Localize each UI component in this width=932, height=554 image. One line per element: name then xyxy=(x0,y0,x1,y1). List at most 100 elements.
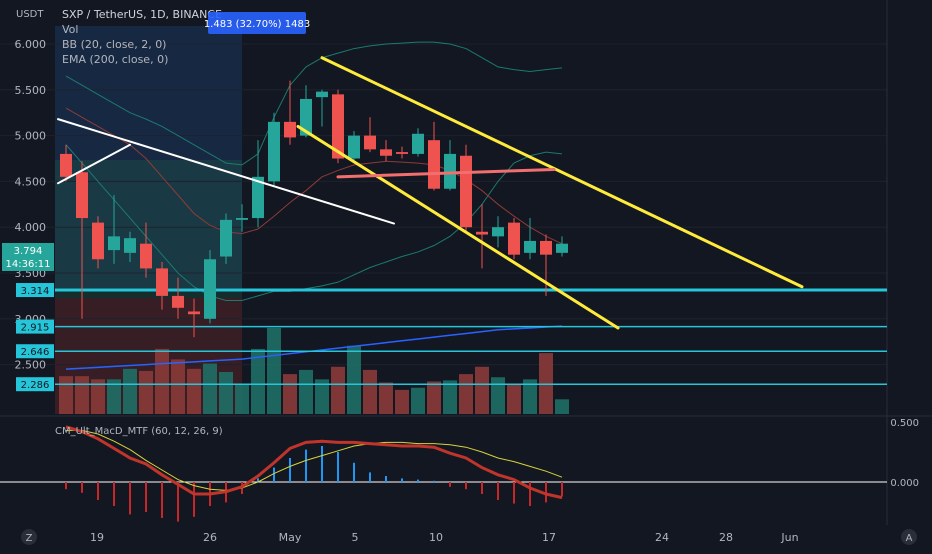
volume-bar xyxy=(203,363,217,414)
time-tick-label: 17 xyxy=(542,531,556,544)
volume-bar xyxy=(91,379,105,414)
volume-bars xyxy=(59,327,569,414)
level-badge-label: 3.314 xyxy=(21,286,50,297)
level-badge-box xyxy=(16,344,54,359)
time-tick-label: May xyxy=(279,531,302,544)
white-trendline xyxy=(57,118,395,225)
price-tick-label: 4.000 xyxy=(15,221,47,234)
candle-body xyxy=(428,140,440,189)
candle-body xyxy=(220,219,232,257)
indicator-bb: BB (20, close, 2, 0) xyxy=(62,38,166,51)
measure-tooltip-box xyxy=(208,12,306,34)
candle-body xyxy=(108,236,120,251)
time-tick-label: 5 xyxy=(352,531,359,544)
measure-tooltip: 1.483 (32.70%) 1483 xyxy=(204,19,310,30)
volume-bar xyxy=(459,374,473,414)
time-tick-label: 28 xyxy=(719,531,733,544)
volume-bar xyxy=(283,374,297,414)
bollinger-bands xyxy=(65,41,563,301)
volume-bar xyxy=(315,379,329,414)
axes: 2.5003.0003.5004.0004.5005.0005.5006.000… xyxy=(15,38,920,544)
candle-body xyxy=(204,259,216,319)
candle-body xyxy=(316,91,328,98)
candle-body xyxy=(396,152,408,154)
volume-bar xyxy=(491,377,505,414)
volume-bar xyxy=(251,348,265,414)
candle-body xyxy=(476,231,488,235)
candle-body xyxy=(60,153,72,177)
volume-bar xyxy=(363,369,377,414)
level-badge-label: 2.286 xyxy=(21,380,50,391)
time-tick-label: 19 xyxy=(90,531,104,544)
candle-body xyxy=(348,135,360,159)
macd-signal-line xyxy=(66,429,563,491)
time-tick-label: 10 xyxy=(429,531,443,544)
time-tick-label: 26 xyxy=(203,531,217,544)
volume-bar xyxy=(395,389,409,414)
macd-tick-label: 0.500 xyxy=(890,418,919,429)
candle-body xyxy=(492,227,504,237)
volume-bar xyxy=(347,345,361,414)
candle-body xyxy=(284,121,296,138)
candle-body xyxy=(76,172,88,219)
candle-body xyxy=(156,268,168,296)
macd-label: CM_Ult_MacD_MTF (60, 12, 26, 9) xyxy=(55,426,223,437)
level-badges: 3.314 2.915 2.646 2.286 xyxy=(16,283,54,392)
indicator-ema: EMA (200, close, 0) xyxy=(62,53,168,66)
volume-bar xyxy=(523,379,537,414)
volume-bar xyxy=(171,359,185,414)
yellow-trendline xyxy=(320,56,804,289)
price-badge-countdown: 14:36:11 xyxy=(6,259,51,270)
level-badge-label: 2.646 xyxy=(21,347,50,358)
price-tick-label: 5.000 xyxy=(15,130,47,143)
price-badge-price: 3.794 xyxy=(14,246,43,257)
candle-body xyxy=(556,243,568,253)
candle-body xyxy=(300,98,312,136)
candle-body xyxy=(252,176,264,219)
candle-body xyxy=(140,243,152,269)
volume-bar xyxy=(235,384,249,414)
candle-body xyxy=(540,240,552,255)
volume-bar xyxy=(411,387,425,414)
volume-bar xyxy=(443,380,457,414)
candle-body xyxy=(92,222,104,260)
volume-bar xyxy=(475,366,489,414)
candle-body xyxy=(236,218,248,220)
candle-body xyxy=(412,133,424,154)
horizontal-levels xyxy=(55,288,887,385)
volume-bar xyxy=(123,368,137,414)
volume-bar xyxy=(507,384,521,414)
price-badge xyxy=(2,243,54,271)
candle-body xyxy=(460,155,472,228)
candle-body xyxy=(380,149,392,156)
level-badge-box xyxy=(16,283,54,298)
zoom-label: Z xyxy=(26,533,33,544)
time-tick-label: Jun xyxy=(780,531,798,544)
macd-line xyxy=(65,425,563,500)
bb-upper-line xyxy=(65,41,563,166)
volume-bar xyxy=(267,327,281,414)
price-tick-label: 5.500 xyxy=(15,84,47,97)
zoom-button[interactable] xyxy=(21,529,37,545)
price-tick-label: 4.500 xyxy=(15,175,47,188)
auto-scale-label: A xyxy=(906,533,913,544)
currency-label: USDT xyxy=(16,9,44,20)
volume-bar xyxy=(155,348,169,414)
auto-scale-button[interactable] xyxy=(901,529,917,545)
candle-body xyxy=(268,121,280,182)
yellow-trendline xyxy=(296,124,620,330)
volume-bar xyxy=(331,366,345,414)
price-tick-label: 2.500 xyxy=(15,359,47,372)
candle-body xyxy=(524,240,536,253)
macd-tick-label: 0.000 xyxy=(890,478,919,489)
red-trendline xyxy=(336,167,556,179)
trendlines xyxy=(57,56,804,330)
candle-body xyxy=(332,94,344,159)
macd-pane xyxy=(0,425,887,522)
volume-bar xyxy=(139,370,153,414)
price-tick-label: 6.000 xyxy=(15,38,47,51)
candle-body xyxy=(444,153,456,189)
candle-body xyxy=(124,238,136,253)
level-badge-label: 2.915 xyxy=(21,323,50,334)
